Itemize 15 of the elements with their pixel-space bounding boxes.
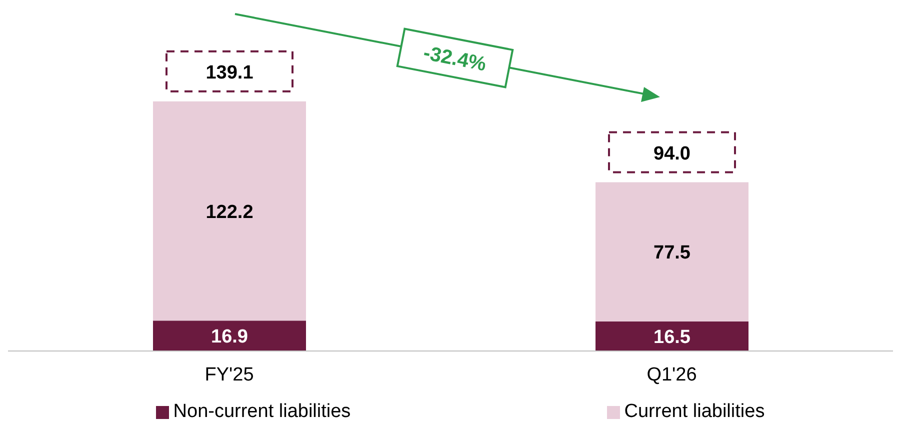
data-label: 77.5 [654,242,691,264]
text: -32.4% [422,42,488,76]
bar [596,182,748,322]
data-label: 16.5 [654,326,691,348]
data-label: 16.9 [211,326,248,348]
bar [153,320,306,351]
x-tick-label: FY'25 [204,364,254,386]
bar [596,321,748,351]
total-label: 139.1 [206,62,254,84]
legend-label: Current liabilities [623,401,765,423]
total-label: 94.0 [654,143,690,164]
data-label: 122.2 [206,202,254,223]
legend-label: Non-current liabilities [172,401,351,423]
x-tick-label: Q1'26 [646,364,697,386]
bar [153,101,306,321]
